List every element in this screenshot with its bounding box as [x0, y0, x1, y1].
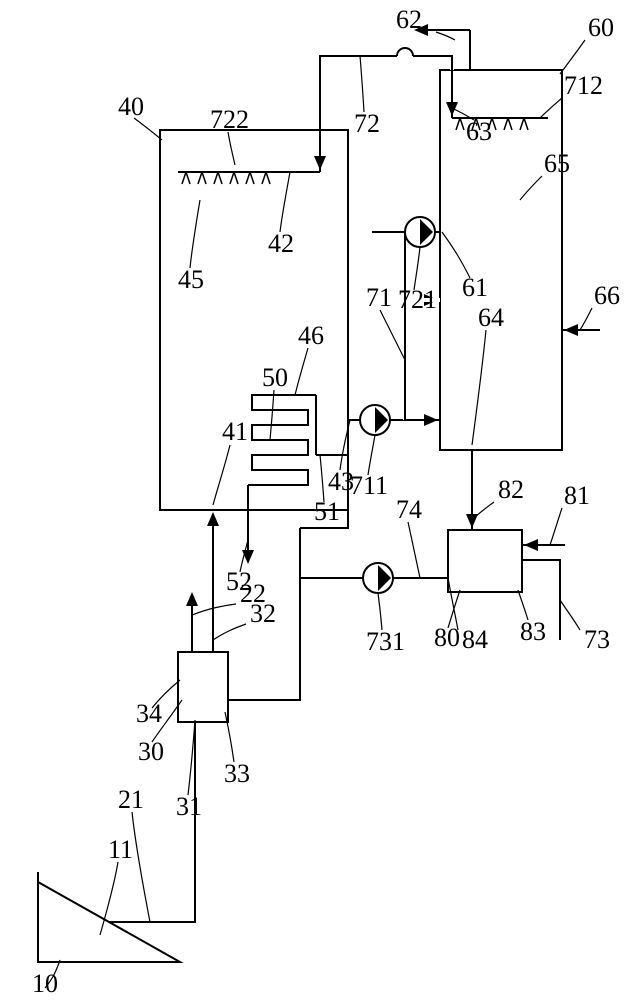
label-74: 74	[396, 495, 422, 524]
label-722: 722	[210, 105, 249, 134]
label-61: 61	[462, 273, 488, 302]
label-42: 42	[268, 229, 294, 258]
label-34: 34	[136, 699, 162, 728]
label-712: 712	[564, 71, 603, 100]
label-32: 32	[250, 599, 276, 628]
label-62: 62	[396, 5, 422, 34]
label-83: 83	[520, 617, 546, 646]
label-31: 31	[176, 792, 202, 821]
label-33: 33	[224, 759, 250, 788]
label-721: 721	[398, 285, 437, 314]
label-711: 711	[350, 471, 388, 500]
label-71: 71	[366, 283, 392, 312]
label-21: 21	[118, 785, 144, 814]
label-52: 52	[226, 567, 252, 596]
label-80: 80	[434, 623, 460, 652]
label-50: 50	[262, 363, 288, 392]
label-66: 66	[594, 281, 620, 310]
label-11: 11	[108, 835, 133, 864]
label-10: 10	[32, 969, 58, 998]
label-51: 51	[314, 497, 340, 526]
label-65: 65	[544, 149, 570, 178]
label-60: 60	[588, 13, 614, 42]
label-82: 82	[498, 475, 524, 504]
label-45: 45	[178, 265, 204, 294]
label-72: 72	[354, 109, 380, 138]
label-40: 40	[118, 92, 144, 121]
label-73: 73	[584, 625, 610, 654]
label-30: 30	[138, 737, 164, 766]
label-46: 46	[298, 321, 324, 350]
label-731: 731	[366, 627, 405, 656]
label-63: 63	[466, 117, 492, 146]
label-41: 41	[222, 417, 248, 446]
label-84: 84	[462, 625, 488, 654]
label-81: 81	[564, 481, 590, 510]
label-64: 64	[478, 303, 504, 332]
